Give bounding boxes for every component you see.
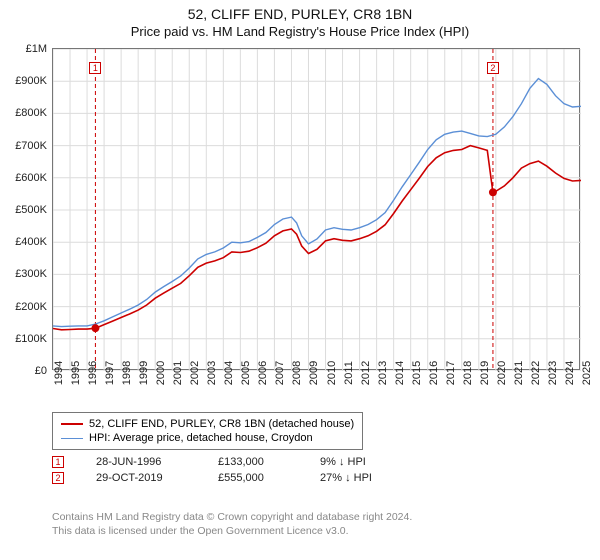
x-tick-label: 2017 [445,361,457,385]
x-tick-label: 1999 [138,361,150,385]
sale-diff: 9% ↓ HPI [320,456,400,468]
x-tick-label: 2020 [496,361,508,385]
x-tick-label: 2025 [581,361,593,385]
y-tick-label: £300K [15,268,47,280]
legend-row: 52, CLIFF END, PURLEY, CR8 1BN (detached… [61,417,354,431]
legend-swatch [61,438,83,439]
x-tick-label: 2012 [360,361,372,385]
x-tick-label: 2011 [343,361,355,385]
chart-container: 52, CLIFF END, PURLEY, CR8 1BN Price pai… [0,0,600,39]
x-tick-label: 2024 [564,361,576,385]
y-tick-label: £700K [15,140,47,152]
x-tick-label: 2019 [479,361,491,385]
x-tick-label: 2003 [206,361,218,385]
plot-svg [53,49,581,371]
main-title: 52, CLIFF END, PURLEY, CR8 1BN [0,6,600,22]
x-tick-label: 2005 [240,361,252,385]
sale-diff: 27% ↓ HPI [320,472,400,484]
y-tick-label: £200K [15,301,47,313]
y-tick-label: £800K [15,107,47,119]
x-tick-label: 2004 [223,361,235,385]
y-tick-label: £400K [15,236,47,248]
x-tick-label: 2022 [530,361,542,385]
legend: 52, CLIFF END, PURLEY, CR8 1BN (detached… [52,412,363,450]
legend-label: 52, CLIFF END, PURLEY, CR8 1BN (detached… [89,418,354,430]
x-tick-label: 2009 [308,361,320,385]
x-tick-label: 2000 [155,361,167,385]
sale-marker-label: 1 [89,62,101,74]
sale-date: 29-OCT-2019 [96,472,186,484]
title-block: 52, CLIFF END, PURLEY, CR8 1BN Price pai… [0,0,600,39]
legend-label: HPI: Average price, detached house, Croy… [89,432,313,444]
legend-row: HPI: Average price, detached house, Croy… [61,431,354,445]
x-tick-label: 2013 [377,361,389,385]
x-tick-label: 2007 [274,361,286,385]
subtitle: Price paid vs. HM Land Registry's House … [0,24,600,39]
y-tick-label: £500K [15,204,47,216]
x-tick-label: 2016 [428,361,440,385]
sale-marker-icon: 2 [52,472,64,484]
x-tick-label: 2014 [394,361,406,385]
x-tick-label: 1994 [53,361,65,385]
attrib-line-2: This data is licensed under the Open Gov… [52,524,412,538]
x-tick-label: 2010 [326,361,338,385]
sales-table: 1 28-JUN-1996 £133,000 9% ↓ HPI 2 29-OCT-2019… [52,454,400,486]
sale-price: £555,000 [218,472,288,484]
legend-swatch [61,423,83,425]
x-tick-label: 1996 [87,361,99,385]
y-tick-label: £1M [26,43,47,55]
sale-marker-label: 2 [487,62,499,74]
y-tick-label: £900K [15,75,47,87]
y-tick-label: £600K [15,172,47,184]
x-tick-label: 2018 [462,361,474,385]
x-tick-label: 2015 [411,361,423,385]
x-tick-label: 2023 [547,361,559,385]
attrib-line-1: Contains HM Land Registry data © Crown c… [52,510,412,524]
x-tick-label: 2021 [513,361,525,385]
x-tick-label: 2001 [172,361,184,385]
x-tick-label: 2002 [189,361,201,385]
x-tick-label: 2006 [257,361,269,385]
y-tick-label: £0 [35,365,47,377]
sale-row: 2 29-OCT-2019 £555,000 27% ↓ HPI [52,470,400,486]
attribution: Contains HM Land Registry data © Crown c… [52,510,412,538]
sale-marker-icon: 1 [52,456,64,468]
x-tick-label: 1998 [121,361,133,385]
y-tick-label: £100K [15,333,47,345]
x-tick-label: 1997 [104,361,116,385]
x-tick-label: 1995 [70,361,82,385]
plot-area: £0£100K£200K£300K£400K£500K£600K£700K£80… [52,48,580,370]
sale-price: £133,000 [218,456,288,468]
sale-row: 1 28-JUN-1996 £133,000 9% ↓ HPI [52,454,400,470]
x-tick-label: 2008 [291,361,303,385]
sale-date: 28-JUN-1996 [96,456,186,468]
